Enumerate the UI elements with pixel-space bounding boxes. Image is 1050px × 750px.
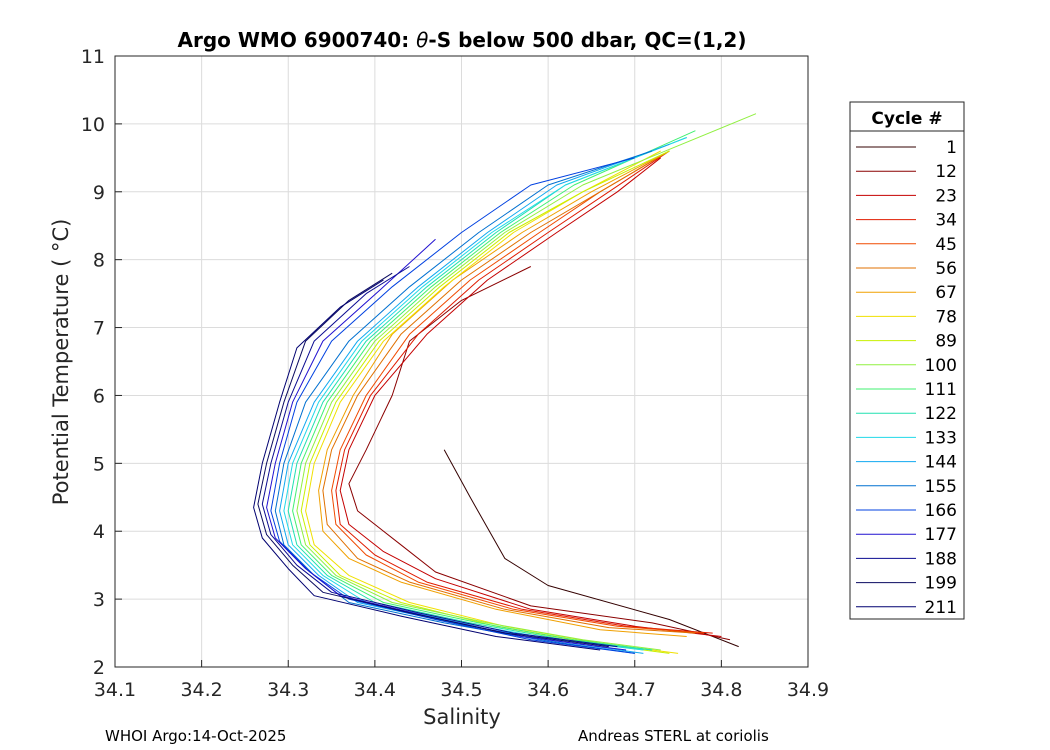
y-tick-label: 8 xyxy=(93,250,105,272)
legend-label: 67 xyxy=(935,283,957,303)
legend-label: 166 xyxy=(925,501,957,521)
x-tick-label: 34.6 xyxy=(527,679,569,701)
x-tick-label: 34.4 xyxy=(354,679,396,701)
legend-label: 89 xyxy=(935,332,957,352)
y-tick-label: 11 xyxy=(81,46,105,68)
legend-label: 56 xyxy=(935,259,957,279)
y-tick-label: 7 xyxy=(93,318,105,340)
series-line-cycle-1 xyxy=(443,449,739,648)
legend: Cycle # 1 12 23 34 45 56 67 78 89 100 111 122 133 144… xyxy=(849,101,965,620)
legend-label: 23 xyxy=(935,186,957,206)
y-tick-label: 4 xyxy=(93,521,105,543)
legend-label: 111 xyxy=(925,380,957,400)
legend-label: 78 xyxy=(935,307,957,327)
legend-label: 144 xyxy=(925,453,957,473)
series-line-cycle-45 xyxy=(331,150,705,634)
series-line-cycle-166 xyxy=(270,157,635,654)
x-tick-label: 34.2 xyxy=(180,679,222,701)
legend-label: 188 xyxy=(925,549,957,569)
series-line-cycle-133 xyxy=(283,137,687,651)
legend-label: 12 xyxy=(935,162,957,182)
legend-label: 211 xyxy=(925,598,957,618)
footer-right: Andreas STERL at coriolis xyxy=(578,727,769,745)
x-tick-labels: 34.1 34.2 34.3 34.4 34.5 34.6 34.7 34.8 34.9 xyxy=(94,679,829,701)
x-axis-label: Salinity xyxy=(423,705,501,729)
series-line-cycle-211 xyxy=(253,279,601,651)
legend-box xyxy=(849,101,965,620)
y-tick-label: 3 xyxy=(93,589,105,611)
series-line-cycle-78 xyxy=(305,150,679,654)
x-tick-label: 34.3 xyxy=(267,679,309,701)
legend-title: Cycle # xyxy=(871,109,942,129)
y-tick-label: 9 xyxy=(93,182,105,204)
y-tick-labels: 2 3 4 5 6 7 8 9 10 11 xyxy=(81,46,105,679)
series-line-cycle-111 xyxy=(292,130,696,651)
x-tick-label: 34.7 xyxy=(614,679,656,701)
series-line-cycle-100 xyxy=(296,113,757,651)
legend-label: 34 xyxy=(935,211,957,231)
series-line-cycle-188 xyxy=(261,266,618,648)
legend-label: 1 xyxy=(946,138,957,158)
chart-title: Argo WMO 6900740: θ-S below 500 dbar, QC… xyxy=(178,28,747,52)
series-line-cycle-122 xyxy=(287,137,687,651)
series-line-cycle-89 xyxy=(300,150,670,654)
legend-label: 133 xyxy=(925,428,957,448)
x-tick-label: 34.9 xyxy=(787,679,829,701)
series-line-cycle-34 xyxy=(335,150,713,634)
y-tick-label: 10 xyxy=(81,114,105,136)
y-tick-label: 5 xyxy=(93,453,105,475)
series-line-cycle-56 xyxy=(322,150,696,634)
x-tick-label: 34.5 xyxy=(440,679,482,701)
legend-label: 177 xyxy=(925,525,957,545)
series-line-cycle-199 xyxy=(257,272,609,648)
legend-label: 45 xyxy=(935,235,957,255)
y-tick-label: 2 xyxy=(93,657,105,679)
legend-label: 199 xyxy=(925,574,957,594)
x-tick-label: 34.1 xyxy=(94,679,136,701)
legend-label: 155 xyxy=(925,477,957,497)
series-line-cycle-155 xyxy=(274,150,653,654)
series-line-cycle-23 xyxy=(339,157,722,637)
legend-entries: 1 12 23 34 45 56 67 78 89 100 111 122 133 144 155 166 17… xyxy=(856,138,957,618)
series-line-cycle-67 xyxy=(318,150,687,637)
y-axis-label: Potential Temperature ( °C) xyxy=(49,219,73,506)
series-group xyxy=(253,113,757,654)
y-tick-label: 6 xyxy=(93,385,105,407)
footer-left: WHOI Argo:14-Oct-2025 xyxy=(105,727,286,745)
x-tick-label: 34.8 xyxy=(700,679,742,701)
legend-label: 100 xyxy=(925,356,957,376)
legend-label: 122 xyxy=(925,404,957,424)
axes-box xyxy=(114,55,809,668)
